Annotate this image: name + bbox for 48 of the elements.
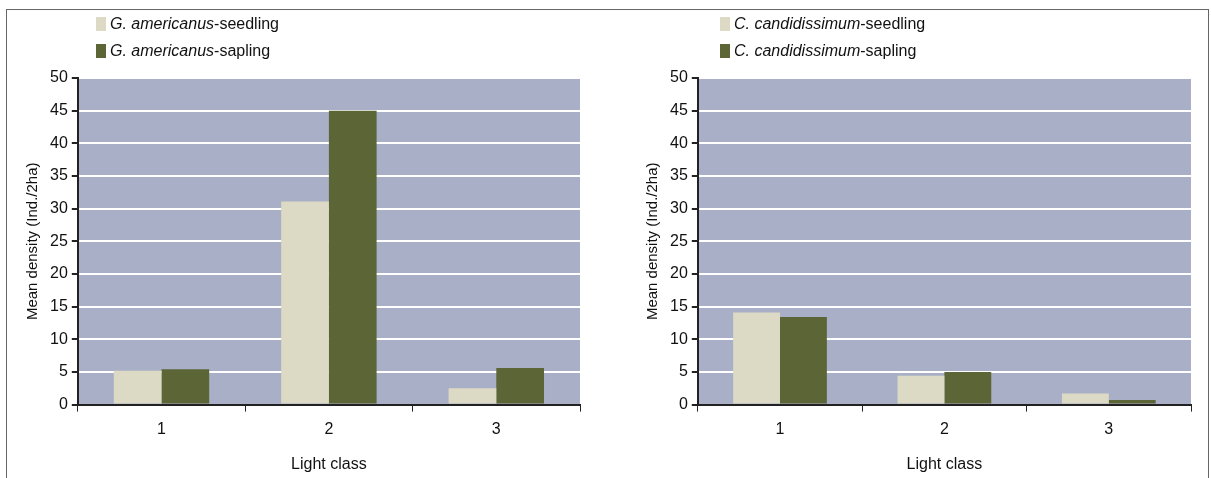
x-tick-label: 3 bbox=[1104, 419, 1114, 437]
y-tick-label: 35 bbox=[670, 166, 688, 184]
y-tick-label: 50 bbox=[670, 68, 688, 86]
bar bbox=[281, 201, 329, 404]
bar bbox=[328, 110, 377, 404]
x-tick-label: 2 bbox=[324, 419, 334, 437]
x-tick-label: 1 bbox=[157, 419, 167, 437]
x-tick-label: 3 bbox=[491, 419, 501, 437]
y-tick-label: 10 bbox=[50, 329, 68, 347]
y-tick-label: 50 bbox=[50, 68, 68, 86]
y-axis-title: Mean density (Ind./2ha) bbox=[643, 162, 661, 321]
x-tick-label: 2 bbox=[939, 419, 949, 437]
legend-label: C. candidissimum-sapling bbox=[734, 41, 917, 61]
x-axis-title: Light class bbox=[291, 454, 367, 472]
legend-label: G. americanus-seedling bbox=[110, 14, 279, 34]
bar bbox=[161, 369, 210, 404]
bar bbox=[897, 375, 945, 404]
legend-label: C. candidissimum-seedling bbox=[734, 14, 926, 34]
y-tick-label: 10 bbox=[670, 329, 688, 347]
y-tick-label: 20 bbox=[670, 264, 688, 282]
bar bbox=[1061, 393, 1109, 404]
y-tick-label: 30 bbox=[50, 199, 68, 217]
bar bbox=[113, 370, 162, 404]
bar bbox=[733, 312, 780, 404]
y-tick-label: 0 bbox=[678, 395, 688, 413]
y-tick-label: 0 bbox=[58, 395, 68, 413]
x-tick-label: 1 bbox=[775, 419, 785, 437]
bar bbox=[944, 371, 992, 404]
y-tick-label: 5 bbox=[58, 362, 68, 380]
y-tick-label: 5 bbox=[678, 362, 688, 380]
legend-label: G. americanus-sapling bbox=[110, 41, 271, 61]
y-tick-label: 15 bbox=[50, 297, 68, 315]
y-tick-label: 45 bbox=[670, 101, 688, 119]
y-tick-label: 20 bbox=[50, 264, 68, 282]
y-tick-label: 40 bbox=[670, 133, 688, 151]
y-tick-label: 35 bbox=[50, 166, 68, 184]
bar bbox=[1108, 400, 1156, 404]
x-axis-title: Light class bbox=[906, 454, 983, 472]
y-tick-label: 25 bbox=[50, 231, 68, 249]
bar bbox=[496, 368, 545, 404]
y-tick-label: 45 bbox=[50, 101, 68, 119]
y-tick-label: 30 bbox=[670, 199, 688, 217]
bar bbox=[780, 317, 827, 404]
y-axis-title: Mean density (Ind./2ha) bbox=[23, 162, 41, 321]
bar bbox=[448, 388, 497, 404]
y-tick-label: 15 bbox=[670, 297, 688, 315]
y-tick-label: 40 bbox=[50, 133, 68, 151]
y-tick-label: 25 bbox=[670, 231, 688, 249]
